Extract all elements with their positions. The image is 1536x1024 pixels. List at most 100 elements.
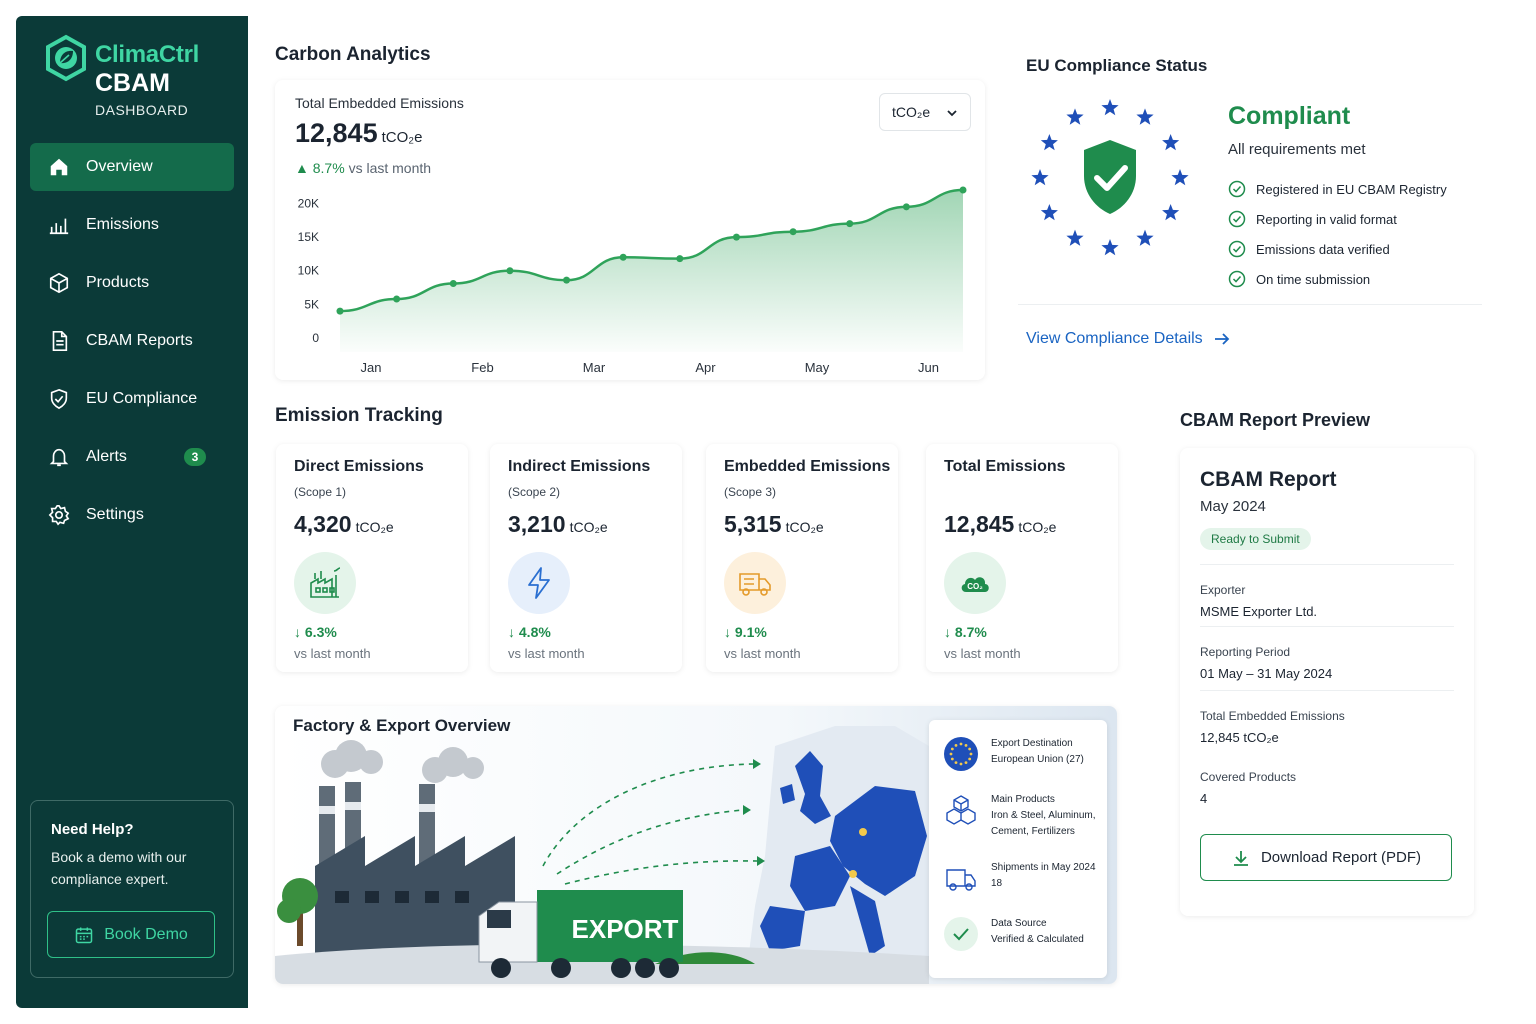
book-demo-button[interactable]: Book Demo	[47, 911, 215, 958]
factory-building	[315, 782, 515, 956]
y-tick-label: 15K	[298, 230, 319, 244]
value-number: 5,315	[724, 511, 782, 537]
eu-star	[1162, 204, 1180, 221]
flag-star	[950, 757, 954, 761]
trend-up-icon: ▲	[295, 160, 313, 176]
sidebar-item-emissions[interactable]: Emissions	[30, 201, 234, 249]
compliance-title: EU Compliance Status	[1026, 56, 1208, 75]
sidebar-item-label: Settings	[86, 506, 144, 523]
emission-card-value: 12,845 tCO₂e	[944, 511, 1056, 538]
truck-icon	[946, 869, 976, 891]
emission-card-indirect[interactable]: Indirect Emissions (Scope 2) 3,210 tCO₂e …	[490, 444, 682, 672]
field-value: 01 May – 31 May 2024	[1200, 666, 1333, 681]
data-point	[902, 203, 910, 211]
smoke-clouds	[321, 740, 484, 783]
sidebar-item-label: CBAM Reports	[86, 332, 193, 349]
flag-star	[968, 747, 972, 751]
data-point	[789, 228, 797, 236]
check-circle-icon	[1228, 270, 1246, 288]
area-fill	[340, 190, 963, 352]
sidebar-item-settings[interactable]: Settings	[30, 491, 234, 539]
cube-icon	[49, 272, 69, 294]
truck-icon	[724, 552, 786, 614]
download-label: Download Report (PDF)	[1260, 849, 1422, 866]
emission-card-title: Direct Emissions	[294, 458, 424, 475]
info-value: Verified & Calculated	[991, 934, 1084, 945]
flag-star	[950, 747, 954, 751]
document-icon	[52, 331, 68, 351]
sidebar: ClimaCtrl CBAM DASHBOARD Overview Emissi…	[16, 16, 248, 1008]
value-number: 12,845	[295, 118, 378, 148]
emission-card-total[interactable]: Total Emissions 12,845 tCO₂e CO₂ ↓ 8.7% v…	[926, 444, 1118, 672]
value-number: 3,210	[508, 511, 566, 537]
view-compliance-details-link[interactable]: View Compliance Details	[1026, 330, 1231, 348]
data-point	[563, 276, 571, 284]
sidebar-item-eu-compliance[interactable]: EU Compliance	[30, 375, 234, 423]
total-embedded-value: 12,845 tCO₂e	[295, 118, 422, 149]
eu-star	[1162, 134, 1180, 151]
eu-star	[1066, 229, 1084, 246]
x-tick-label: Mar	[583, 360, 606, 375]
emission-card-direct[interactable]: Direct Emissions (Scope 1) 4,320 tCO₂e ↓ …	[276, 444, 468, 672]
download-icon	[1233, 850, 1248, 866]
emission-card-value: 5,315 tCO₂e	[724, 511, 824, 538]
link-label: View Compliance Details	[1026, 330, 1203, 347]
alerts-count-badge: 3	[184, 448, 206, 466]
sidebar-item-alerts[interactable]: Alerts 3	[30, 433, 234, 481]
flag-star	[954, 743, 958, 747]
emission-card-change: ↓ 4.8%	[508, 624, 551, 640]
compliance-card: EU Compliance Status Compliant All requi…	[1018, 46, 1496, 386]
x-tick-label: Jun	[918, 360, 939, 375]
value-unit: tCO₂e	[785, 519, 824, 535]
calendar-icon	[75, 927, 93, 943]
compliance-checklist: Registered in EU CBAM Registry Reporting…	[1228, 174, 1447, 294]
emission-card-title: Total Emissions	[944, 458, 1066, 475]
sidebar-item-label: EU Compliance	[86, 390, 198, 407]
change-percent: 9.1%	[734, 624, 767, 640]
export-info-panel: Export Destination European Union (27) Ma…	[929, 720, 1107, 978]
checklist-item: Reporting in valid format	[1228, 204, 1447, 234]
emission-card-title: Embedded Emissions	[724, 458, 891, 475]
emission-card-scope: (Scope 2)	[508, 485, 561, 499]
emission-card-title: Indirect Emissions	[508, 458, 651, 475]
checklist-item: Registered in EU CBAM Registry	[1228, 174, 1447, 204]
carbon-analytics-title: Carbon Analytics	[275, 44, 431, 65]
sidebar-item-cbam-reports[interactable]: CBAM Reports	[30, 317, 234, 365]
brand[interactable]: ClimaCtrl CBAM DASHBOARD	[42, 34, 232, 124]
check-circle-icon	[1228, 180, 1246, 198]
check-circle-icon	[1228, 240, 1246, 258]
emission-card-embedded[interactable]: Embedded Emissions (Scope 3) 5,315 tCO₂e …	[706, 444, 898, 672]
eu-star	[1136, 108, 1154, 125]
sidebar-item-label: Products	[86, 274, 150, 291]
emission-card-vs: vs last month	[294, 646, 371, 661]
unit-dropdown[interactable]: tCO₂e	[879, 93, 971, 131]
emission-card-vs: vs last month	[724, 646, 801, 661]
info-label: Shipments in May 2024	[991, 862, 1096, 873]
emission-card-scope: (Scope 3)	[724, 485, 777, 499]
checklist-label: Reporting in valid format	[1256, 211, 1397, 227]
report-field-total-emissions: Total Embedded Emissions 12,845 tCO₂e	[1200, 690, 1454, 745]
emissions-area-chart: 0 5K 10K 15K 20K Jan Feb Mar Apr May Jun	[298, 186, 967, 375]
report-title: CBAM Report	[1200, 468, 1337, 491]
help-text: Book a demo with our compliance expert.	[51, 849, 187, 887]
checklist-item: Emissions data verified	[1228, 234, 1447, 264]
download-report-button[interactable]: Download Report (PDF)	[1200, 834, 1452, 881]
sidebar-item-overview[interactable]: Overview	[30, 143, 234, 191]
field-label: Total Embedded Emissions	[1200, 709, 1345, 723]
sidebar-nav: Overview Emissions Products CBAM Reports…	[30, 143, 234, 549]
sidebar-item-products[interactable]: Products	[30, 259, 234, 307]
y-tick-label: 10K	[298, 264, 319, 278]
flag-star	[949, 752, 953, 756]
eu-star	[1171, 169, 1189, 186]
checklist-label: Emissions data verified	[1256, 241, 1390, 257]
info-value: Iron & Steel, Aluminum, Cement, Fertiliz…	[991, 810, 1096, 837]
x-tick-label: Apr	[695, 360, 716, 375]
flag-star	[968, 757, 972, 761]
data-point	[336, 307, 344, 315]
field-label: Exporter	[1200, 583, 1246, 597]
data-point	[732, 233, 740, 241]
checklist-item: On time submission	[1228, 264, 1447, 294]
eu-star	[1031, 169, 1049, 186]
x-tick-label: Feb	[471, 360, 493, 375]
status-badge: Ready to Submit	[1200, 528, 1311, 550]
